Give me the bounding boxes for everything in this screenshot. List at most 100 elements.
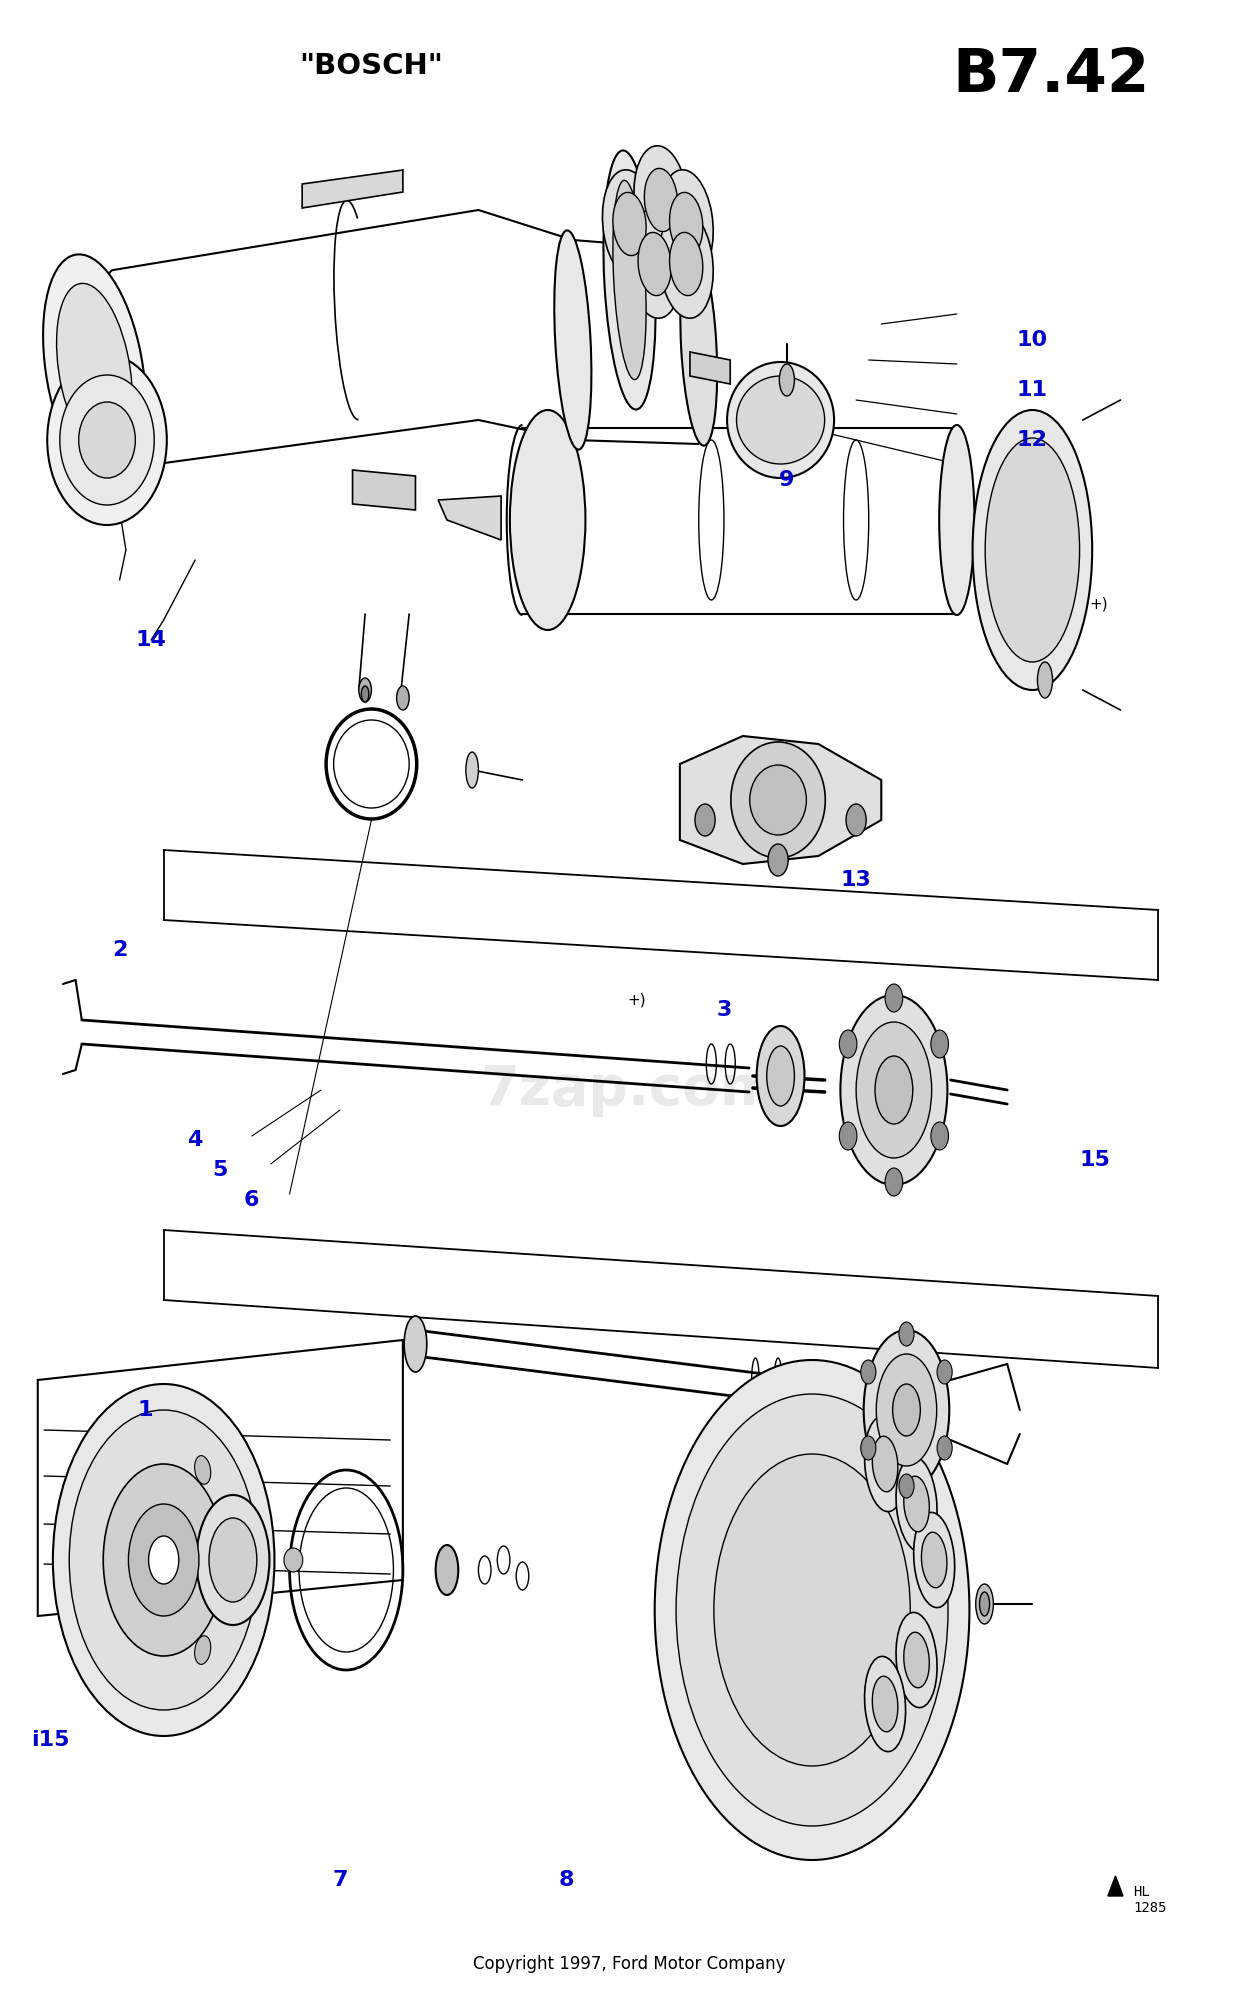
- Ellipse shape: [872, 1676, 898, 1732]
- Ellipse shape: [361, 686, 369, 702]
- Text: 9: 9: [779, 470, 794, 490]
- Text: 12: 12: [1017, 430, 1047, 450]
- Polygon shape: [302, 170, 403, 208]
- Text: 10: 10: [1017, 330, 1047, 350]
- Ellipse shape: [1037, 662, 1053, 698]
- Ellipse shape: [779, 364, 794, 396]
- Circle shape: [899, 1322, 914, 1346]
- Ellipse shape: [670, 192, 703, 256]
- Circle shape: [840, 1030, 857, 1058]
- Ellipse shape: [750, 764, 807, 836]
- Circle shape: [846, 804, 866, 836]
- Circle shape: [861, 1360, 876, 1384]
- Ellipse shape: [914, 1512, 954, 1608]
- Circle shape: [149, 1536, 179, 1584]
- Ellipse shape: [209, 1518, 257, 1602]
- Ellipse shape: [283, 1548, 302, 1572]
- Ellipse shape: [60, 376, 155, 504]
- Text: +): +): [1089, 596, 1108, 612]
- Ellipse shape: [466, 752, 478, 788]
- Ellipse shape: [840, 994, 947, 1184]
- Circle shape: [714, 1454, 910, 1766]
- Circle shape: [885, 984, 903, 1012]
- Ellipse shape: [645, 168, 677, 232]
- Ellipse shape: [195, 1456, 210, 1484]
- Ellipse shape: [876, 1354, 937, 1466]
- Ellipse shape: [972, 410, 1092, 690]
- Ellipse shape: [730, 742, 826, 858]
- Polygon shape: [353, 470, 415, 510]
- Text: i15: i15: [31, 1730, 69, 1750]
- Circle shape: [103, 1464, 224, 1656]
- Text: 11: 11: [1017, 380, 1047, 400]
- Circle shape: [768, 844, 788, 876]
- Text: Copyright 1997, Ford Motor Company: Copyright 1997, Ford Motor Company: [473, 1956, 786, 1972]
- Text: 3: 3: [716, 1000, 731, 1020]
- Ellipse shape: [48, 356, 166, 524]
- Ellipse shape: [872, 1436, 898, 1492]
- Ellipse shape: [896, 1612, 937, 1708]
- Circle shape: [861, 1436, 876, 1460]
- Circle shape: [899, 1474, 914, 1498]
- Ellipse shape: [939, 426, 974, 616]
- Text: 2: 2: [112, 940, 127, 960]
- Ellipse shape: [43, 254, 146, 486]
- Text: B7.42: B7.42: [953, 46, 1149, 106]
- Ellipse shape: [737, 376, 825, 464]
- Circle shape: [930, 1122, 948, 1150]
- Ellipse shape: [757, 1026, 805, 1126]
- Ellipse shape: [856, 1022, 932, 1158]
- Ellipse shape: [680, 246, 718, 446]
- Ellipse shape: [628, 210, 681, 318]
- Ellipse shape: [865, 1416, 905, 1512]
- Text: 1: 1: [137, 1400, 152, 1420]
- Circle shape: [655, 1360, 969, 1860]
- Text: 4: 4: [188, 1130, 203, 1150]
- Ellipse shape: [613, 180, 646, 380]
- Text: 7zap.com: 7zap.com: [481, 1064, 778, 1116]
- Polygon shape: [680, 736, 881, 864]
- Ellipse shape: [904, 1632, 929, 1688]
- Ellipse shape: [397, 686, 409, 710]
- Ellipse shape: [904, 1476, 929, 1532]
- Text: HL
1285: HL 1285: [1133, 1884, 1167, 1916]
- Circle shape: [676, 1394, 948, 1826]
- Text: +): +): [627, 992, 646, 1008]
- Text: 15: 15: [1080, 1150, 1110, 1170]
- Ellipse shape: [359, 678, 371, 702]
- Ellipse shape: [635, 146, 687, 254]
- Ellipse shape: [980, 1592, 990, 1616]
- Circle shape: [885, 1168, 903, 1196]
- Text: 13: 13: [841, 870, 871, 890]
- Ellipse shape: [660, 170, 713, 278]
- Ellipse shape: [603, 170, 656, 278]
- Ellipse shape: [510, 410, 585, 630]
- Ellipse shape: [57, 284, 132, 456]
- Text: 14: 14: [136, 630, 166, 650]
- Ellipse shape: [79, 402, 136, 478]
- Text: "BOSCH": "BOSCH": [300, 52, 443, 80]
- Ellipse shape: [404, 1316, 427, 1372]
- Circle shape: [695, 804, 715, 836]
- Ellipse shape: [613, 192, 646, 256]
- Text: 5: 5: [213, 1160, 228, 1180]
- Circle shape: [937, 1360, 952, 1384]
- Ellipse shape: [976, 1584, 993, 1624]
- Text: 6: 6: [244, 1190, 259, 1210]
- Ellipse shape: [670, 232, 703, 296]
- Circle shape: [53, 1384, 274, 1736]
- Ellipse shape: [728, 362, 835, 478]
- Circle shape: [937, 1436, 952, 1460]
- Ellipse shape: [660, 210, 713, 318]
- Circle shape: [930, 1030, 948, 1058]
- Ellipse shape: [896, 1456, 937, 1552]
- Circle shape: [840, 1122, 857, 1150]
- Ellipse shape: [864, 1330, 949, 1490]
- Ellipse shape: [196, 1496, 269, 1624]
- Ellipse shape: [893, 1384, 920, 1436]
- Ellipse shape: [195, 1636, 210, 1664]
- Ellipse shape: [554, 230, 592, 450]
- Ellipse shape: [985, 438, 1079, 662]
- Text: 7: 7: [332, 1870, 347, 1890]
- Ellipse shape: [922, 1532, 947, 1588]
